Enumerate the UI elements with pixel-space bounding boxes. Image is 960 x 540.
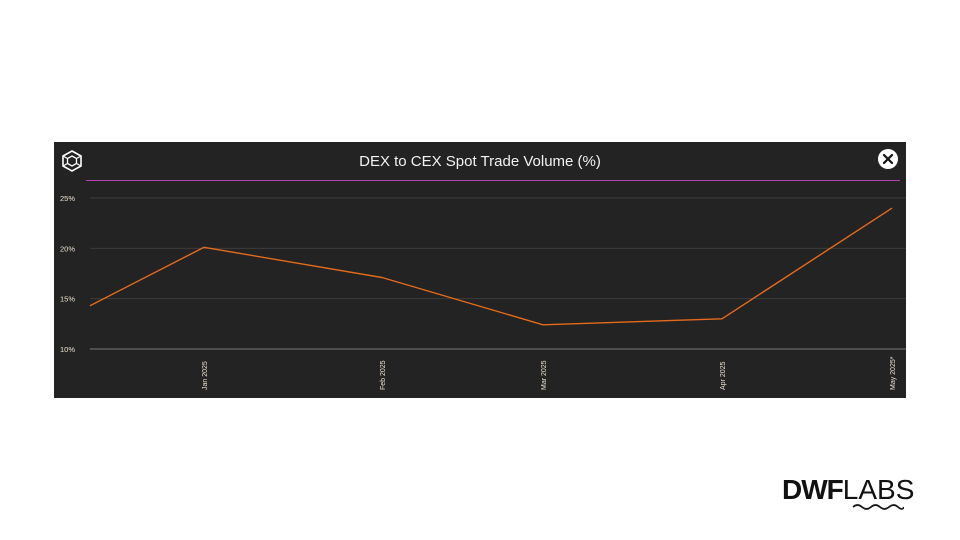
x-tick-label: Mar 2025 (541, 360, 548, 390)
y-tick-label: 20% (60, 244, 75, 253)
y-tick-label: 15% (60, 295, 75, 304)
line-chart: 10% 15% 20% 25% Jan 2025 Feb 2025 Mar 2025 Apr … (60, 194, 906, 390)
wave-icon (852, 504, 904, 510)
chart-title: DEX to CEX Spot Trade Volume (%) (359, 153, 601, 170)
x-tick-label: Feb 2025 (380, 360, 387, 390)
cube-logo-icon (62, 150, 82, 172)
x-tick-label: May 2025* (890, 356, 897, 390)
x-tick-label: Jan 2025 (202, 361, 209, 390)
brand-light: LABS (842, 474, 915, 505)
brand-bold: DWF (782, 474, 844, 505)
y-tick-label: 10% (60, 345, 75, 354)
title-divider (86, 180, 900, 181)
close-button[interactable] (878, 149, 898, 169)
series-line (89, 207, 893, 326)
close-icon (882, 153, 894, 165)
chart-panel: DEX to CEX Spot Trade Volume (%) 10% 15% 2… (54, 142, 906, 398)
y-tick-label: 25% (60, 194, 75, 203)
dwf-labs-logo: DWFLABS (782, 474, 914, 510)
x-tick-label: Apr 2025 (720, 361, 727, 390)
